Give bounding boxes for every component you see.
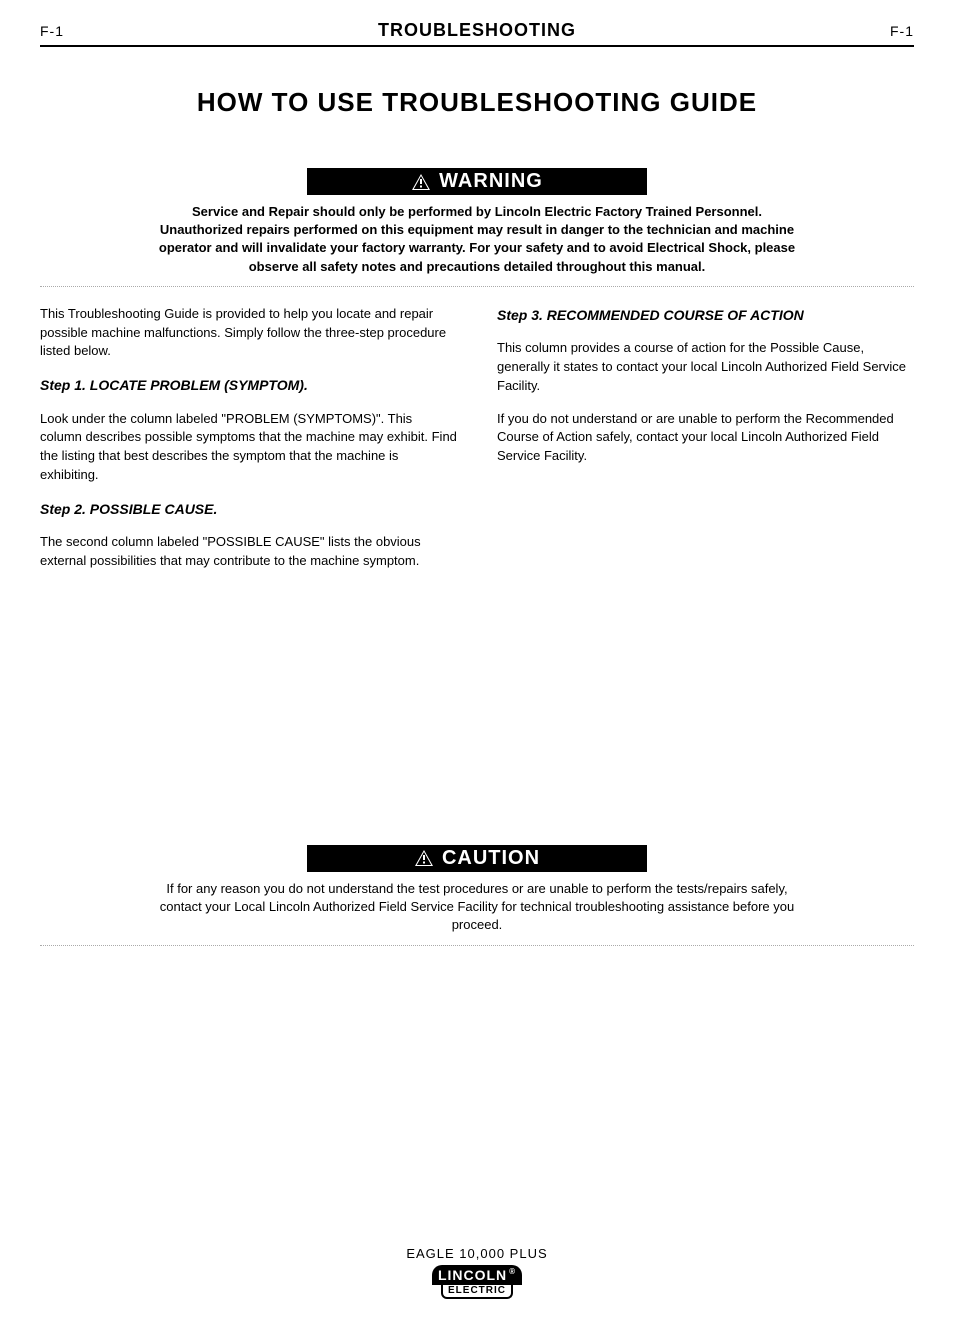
body-columns: This Troubleshooting Guide is provided t…	[40, 305, 914, 585]
header-left: F-1	[40, 23, 64, 39]
step2-body: The second column labeled "POSSIBLE CAUS…	[40, 533, 457, 571]
warning-bar: WARNING	[307, 168, 647, 195]
header-rule	[40, 45, 914, 47]
page-title: HOW TO USE TROUBLESHOOTING GUIDE	[40, 87, 914, 118]
caution-text: If for any reason you do not understand …	[157, 880, 797, 935]
spacer	[40, 585, 914, 845]
brand-registered: ®	[509, 1267, 516, 1276]
step2-title: POSSIBLE CAUSE.	[90, 501, 218, 517]
warning-text: Service and Repair should only be perfor…	[157, 203, 797, 276]
step1-heading: Step 1. LOCATE PROBLEM (SYMPTOM).	[40, 375, 457, 395]
page-footer: EAGLE 10,000 PLUS LINCOLN® ELECTRIC	[40, 1246, 914, 1299]
caution-triangle-icon	[414, 849, 434, 867]
right-column: Step 3. RECOMMENDED COURSE OF ACTION Thi…	[497, 305, 914, 585]
step3-body: This column provides a course of action …	[497, 339, 914, 396]
header-right: F-1	[890, 23, 914, 39]
step1-title: LOCATE PROBLEM (SYMPTOM).	[90, 377, 308, 393]
header-center: TROUBLESHOOTING	[378, 20, 576, 41]
step3-title: RECOMMENDED COURSE OF ACTION	[547, 307, 804, 323]
intro-paragraph: This Troubleshooting Guide is provided t…	[40, 305, 457, 362]
brand-logo: LINCOLN® ELECTRIC	[432, 1265, 522, 1299]
warning-triangle-icon	[411, 173, 431, 191]
caution-separator	[40, 945, 914, 946]
step3-label: Step 3.	[497, 307, 543, 323]
brand-name: LINCOLN	[438, 1267, 507, 1283]
step2-heading: Step 2. POSSIBLE CAUSE.	[40, 499, 457, 519]
footer-model: EAGLE 10,000 PLUS	[40, 1246, 914, 1261]
caution-label: CAUTION	[442, 847, 540, 870]
brand-bottom: ELECTRIC	[441, 1285, 513, 1299]
step1-label: Step 1.	[40, 377, 86, 393]
warning-label: WARNING	[439, 170, 543, 193]
step1-body: Look under the column labeled "PROBLEM (…	[40, 410, 457, 485]
closing-paragraph: If you do not understand or are unable t…	[497, 410, 914, 467]
step2-label: Step 2.	[40, 501, 86, 517]
caution-bar: CAUTION	[307, 845, 647, 872]
page-header: F-1 TROUBLESHOOTING F-1	[40, 20, 914, 41]
step3-heading: Step 3. RECOMMENDED COURSE OF ACTION	[497, 305, 914, 325]
warning-separator	[40, 286, 914, 287]
left-column: This Troubleshooting Guide is provided t…	[40, 305, 457, 585]
brand-top: LINCOLN®	[432, 1265, 522, 1285]
